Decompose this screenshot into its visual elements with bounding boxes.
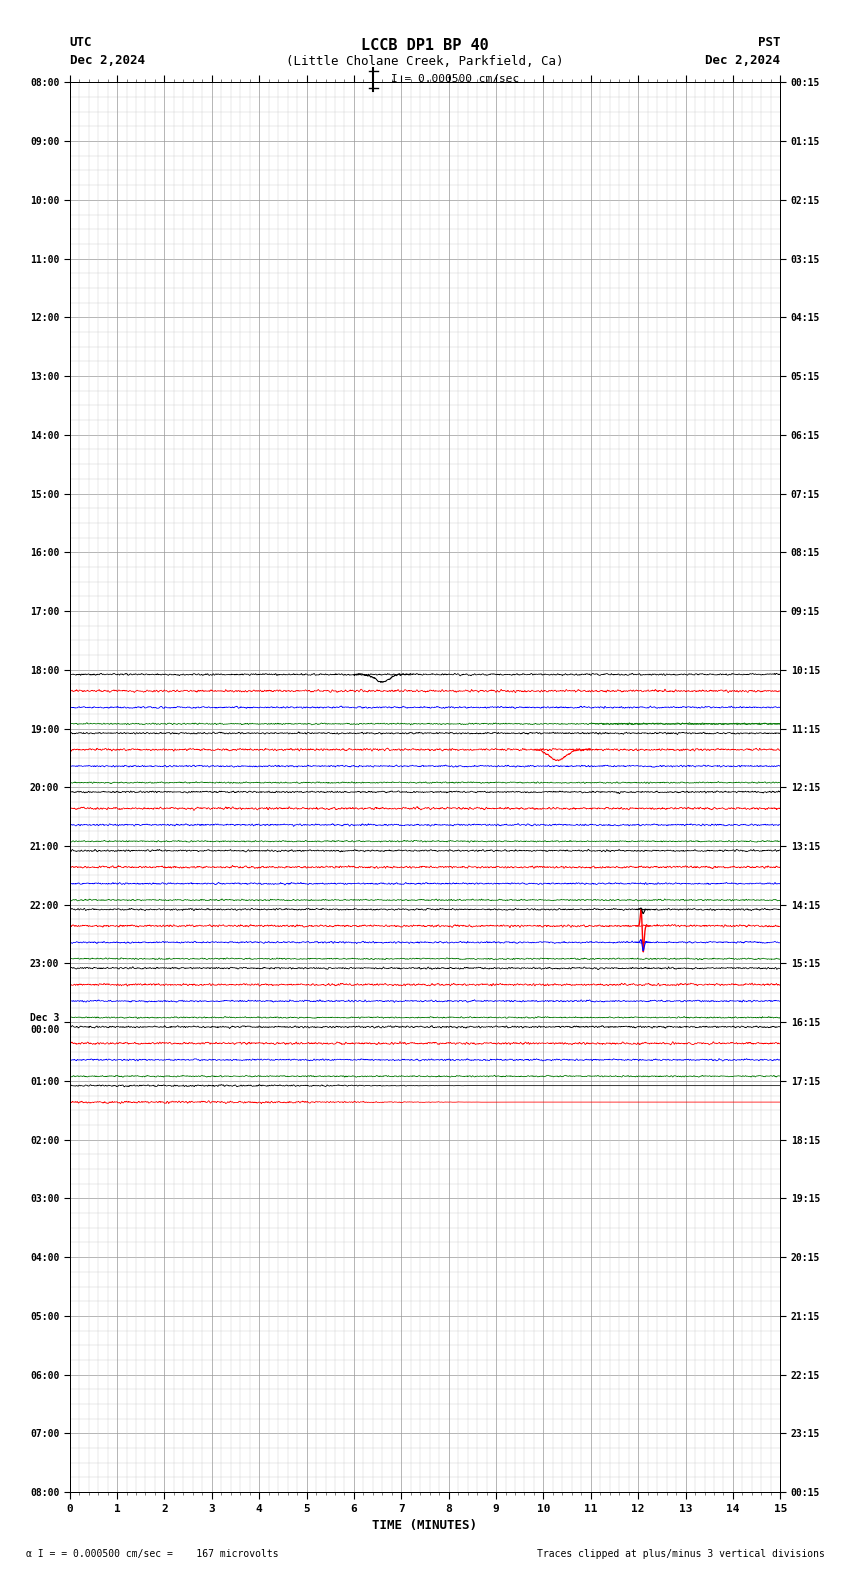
Text: PST: PST bbox=[758, 36, 780, 49]
Text: I = 0.000500 cm/sec: I = 0.000500 cm/sec bbox=[391, 74, 519, 84]
Text: Dec 2,2024: Dec 2,2024 bbox=[706, 54, 780, 67]
Text: Dec 2,2024: Dec 2,2024 bbox=[70, 54, 144, 67]
Text: Traces clipped at plus/minus 3 vertical divisions: Traces clipped at plus/minus 3 vertical … bbox=[536, 1549, 824, 1559]
Text: (Little Cholane Creek, Parkfield, Ca): (Little Cholane Creek, Parkfield, Ca) bbox=[286, 55, 564, 68]
Text: LCCB DP1 BP 40: LCCB DP1 BP 40 bbox=[361, 38, 489, 52]
Text: α I = = 0.000500 cm/sec =    167 microvolts: α I = = 0.000500 cm/sec = 167 microvolts bbox=[26, 1549, 278, 1559]
X-axis label: TIME (MINUTES): TIME (MINUTES) bbox=[372, 1519, 478, 1532]
Text: UTC: UTC bbox=[70, 36, 92, 49]
